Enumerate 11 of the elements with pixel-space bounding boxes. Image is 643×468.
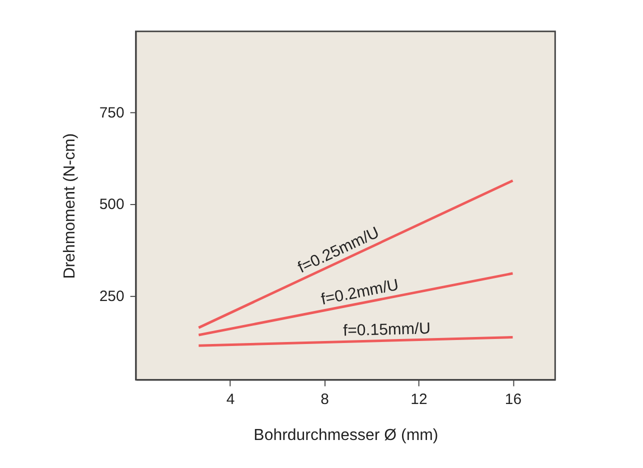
x-axis-title: Bohrdurchmesser Ø (mm) bbox=[254, 427, 438, 444]
x-tick-label: 4 bbox=[226, 391, 235, 408]
text: f=0.2mm/U bbox=[320, 276, 400, 309]
y-tick-label: 500 bbox=[99, 196, 124, 214]
x-tick-label: 12 bbox=[410, 391, 428, 408]
x-tick-label: 16 bbox=[504, 391, 522, 408]
series-label: f=0.15mm/U bbox=[342, 320, 431, 340]
y-tick-label: 250 bbox=[99, 288, 124, 305]
y-axis-title: Drehmoment (N-cm) bbox=[61, 133, 78, 279]
x-tick-label: 8 bbox=[320, 391, 329, 408]
y-tick-label: 750 bbox=[99, 104, 124, 122]
